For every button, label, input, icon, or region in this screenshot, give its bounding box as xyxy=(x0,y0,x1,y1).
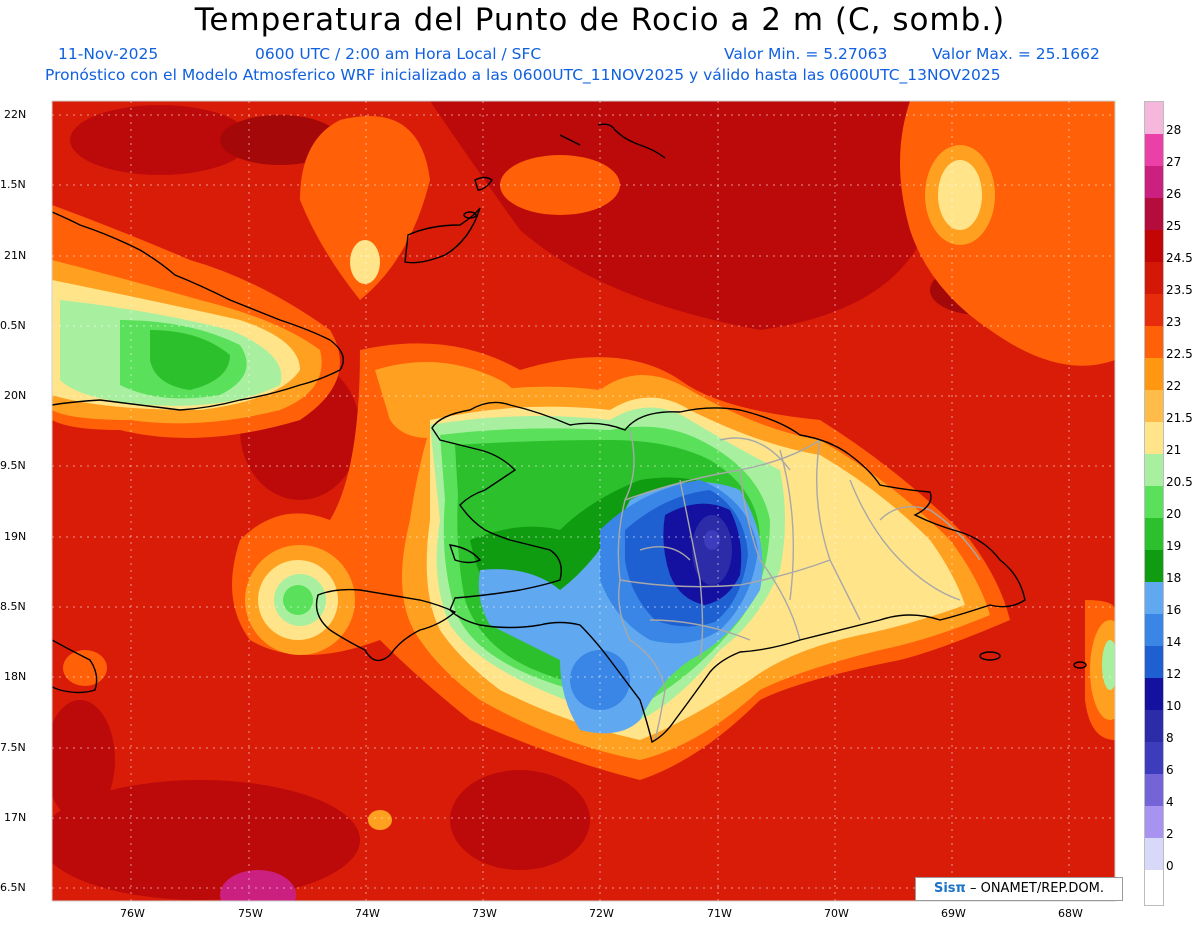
legend-swatch xyxy=(1145,230,1163,262)
lon-label: 70W xyxy=(824,907,849,920)
legend-label: 19 xyxy=(1166,539,1182,553)
legend-label: 22 xyxy=(1166,379,1182,393)
legend-swatch xyxy=(1145,518,1163,550)
map-title: Temperatura del Punto de Rocio a 2 m (C,… xyxy=(194,2,1006,38)
min-value: Valor Min. = 5.27063 xyxy=(724,45,888,63)
legend-swatch xyxy=(1145,710,1163,742)
province-borders xyxy=(617,429,981,741)
legend-swatch xyxy=(1145,358,1163,390)
lon-label: 71W xyxy=(707,907,732,920)
lat-label: 19N xyxy=(4,530,27,543)
lat-label: 9.5N xyxy=(0,459,26,472)
legend-swatch xyxy=(1145,774,1163,806)
legend-label: 12 xyxy=(1166,667,1182,681)
lat-label: 1.5N xyxy=(0,178,26,191)
legend-swatch xyxy=(1145,550,1163,582)
lon-label: 75W xyxy=(238,907,263,920)
color-legend xyxy=(1144,101,1164,906)
lat-label: 20N xyxy=(4,389,27,402)
time-info: 0600 UTC / 2:00 am Hora Local / SFC xyxy=(255,45,542,63)
legend-label: 10 xyxy=(1166,699,1182,713)
legend-label: 4 xyxy=(1166,795,1174,809)
legend-label: 25 xyxy=(1166,219,1182,233)
lat-label: 17N xyxy=(4,811,27,824)
legend-label: 22.5 xyxy=(1166,347,1193,361)
lat-label: 8.5N xyxy=(0,600,26,613)
graticule xyxy=(52,101,1115,901)
legend-swatch xyxy=(1145,870,1163,905)
lon-label: 68W xyxy=(1058,907,1083,920)
legend-label: 21 xyxy=(1166,443,1182,457)
credit-org: – ONAMET/REP.DOM. xyxy=(969,881,1104,896)
legend-swatch xyxy=(1145,806,1163,838)
legend-label: 27 xyxy=(1166,155,1182,169)
legend-swatch xyxy=(1145,262,1163,294)
legend-label: 14 xyxy=(1166,635,1182,649)
legend-label: 20.5 xyxy=(1166,475,1193,489)
max-value: Valor Max. = 25.1662 xyxy=(932,45,1100,63)
lon-label: 73W xyxy=(472,907,497,920)
legend-label: 26 xyxy=(1166,187,1182,201)
legend-swatch xyxy=(1145,422,1163,454)
legend-swatch xyxy=(1145,742,1163,774)
legend-swatch xyxy=(1145,102,1163,134)
legend-label: 0 xyxy=(1166,859,1174,873)
legend-swatch xyxy=(1145,614,1163,646)
legend-swatch xyxy=(1145,326,1163,358)
legend-swatch xyxy=(1145,454,1163,486)
legend-label: 21.5 xyxy=(1166,411,1193,425)
lat-label: 21N xyxy=(4,249,27,262)
legend-label: 20 xyxy=(1166,507,1182,521)
legend-swatch xyxy=(1145,390,1163,422)
legend-swatch xyxy=(1145,646,1163,678)
date-label: 11-Nov-2025 xyxy=(58,45,159,63)
legend-label: 24.5 xyxy=(1166,251,1193,265)
sispi-logo: Sisπ xyxy=(933,881,966,896)
lat-label: 18N xyxy=(4,670,27,683)
legend-label: 23 xyxy=(1166,315,1182,329)
legend-label: 18 xyxy=(1166,571,1182,585)
legend-label: 28 xyxy=(1166,123,1182,137)
lat-label: 0.5N xyxy=(0,319,26,332)
lon-label: 76W xyxy=(120,907,145,920)
lon-label: 69W xyxy=(941,907,966,920)
legend-label: 8 xyxy=(1166,731,1174,745)
legend-swatch xyxy=(1145,678,1163,710)
lat-label: 7.5N xyxy=(0,741,26,754)
legend-label: 6 xyxy=(1166,763,1174,777)
coastlines xyxy=(52,123,1087,744)
legend-swatch xyxy=(1145,582,1163,614)
lon-label: 74W xyxy=(355,907,380,920)
legend-swatch xyxy=(1145,838,1163,870)
legend-label: 16 xyxy=(1166,603,1182,617)
legend-swatch xyxy=(1145,166,1163,198)
legend-swatch xyxy=(1145,134,1163,166)
legend-swatch xyxy=(1145,198,1163,230)
credit-box: Sisπ – ONAMET/REP.DOM. xyxy=(915,877,1123,901)
legend-label: 2 xyxy=(1166,827,1174,841)
lat-label: 22N xyxy=(4,108,27,121)
lon-label: 72W xyxy=(589,907,614,920)
legend-swatch xyxy=(1145,294,1163,326)
lat-label: 6.5N xyxy=(0,881,26,894)
legend-swatch xyxy=(1145,486,1163,518)
map-plot-area xyxy=(52,101,1115,901)
legend-label: 23.5 xyxy=(1166,283,1193,297)
model-info: Pronóstico con el Modelo Atmosferico WRF… xyxy=(45,66,1001,84)
